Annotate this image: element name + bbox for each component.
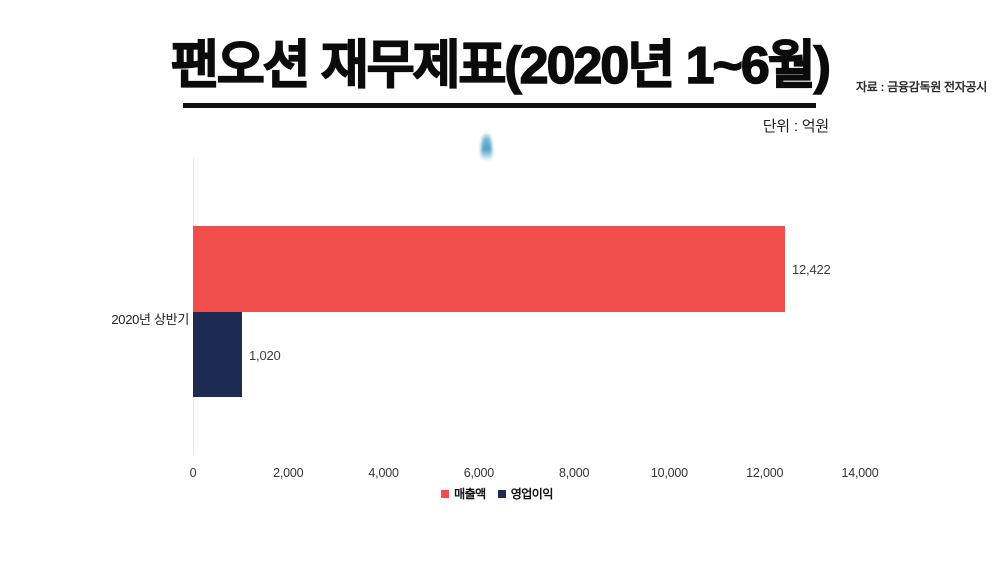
x-tick-8000: 8,000 bbox=[559, 466, 590, 480]
x-tick-6000: 6,000 bbox=[463, 466, 494, 480]
legend-label: 매출액 bbox=[454, 487, 486, 501]
x-axis-ticks: 0 2,000 4,000 6,000 8,000 10,000 12,000 14,000 bbox=[189, 466, 879, 482]
x-tick-14000: 14,000 bbox=[841, 466, 879, 480]
bar-value-revenue: 12,422 bbox=[792, 262, 831, 277]
chart-title: 팬오션 재무제표(2020년 1~6월) bbox=[170, 36, 831, 96]
source-note: 자료 : 금융감독원 전자공시 bbox=[856, 80, 987, 94]
title-underline bbox=[183, 103, 816, 108]
bar-value-operating-profit: 1,020 bbox=[249, 347, 281, 363]
category-label: 2020년 상반기 bbox=[111, 312, 189, 327]
blue-drop-decoration bbox=[481, 132, 492, 161]
plot-area: 2020년 상반기 12,422 1,020 bbox=[111, 158, 860, 455]
legend-item-revenue: 매출액 bbox=[441, 485, 486, 502]
legend: 매출액 영업이익 bbox=[0, 485, 994, 502]
legend-label: 영업이익 bbox=[510, 487, 554, 501]
legend-swatch-icon bbox=[497, 489, 506, 498]
x-tick-12000: 12,000 bbox=[746, 466, 784, 480]
x-tick-2000: 2,000 bbox=[273, 466, 304, 480]
bar-revenue bbox=[193, 226, 785, 312]
x-tick-10000: 10,000 bbox=[650, 466, 688, 480]
legend-swatch-icon bbox=[441, 489, 450, 498]
bar-operating-profit bbox=[193, 312, 242, 397]
x-tick-4000: 4,000 bbox=[368, 466, 399, 480]
unit-label: 단위 : 억원 bbox=[762, 118, 830, 135]
x-tick-0: 0 bbox=[189, 466, 197, 480]
legend-item-operating-profit: 영업이익 bbox=[497, 485, 554, 502]
